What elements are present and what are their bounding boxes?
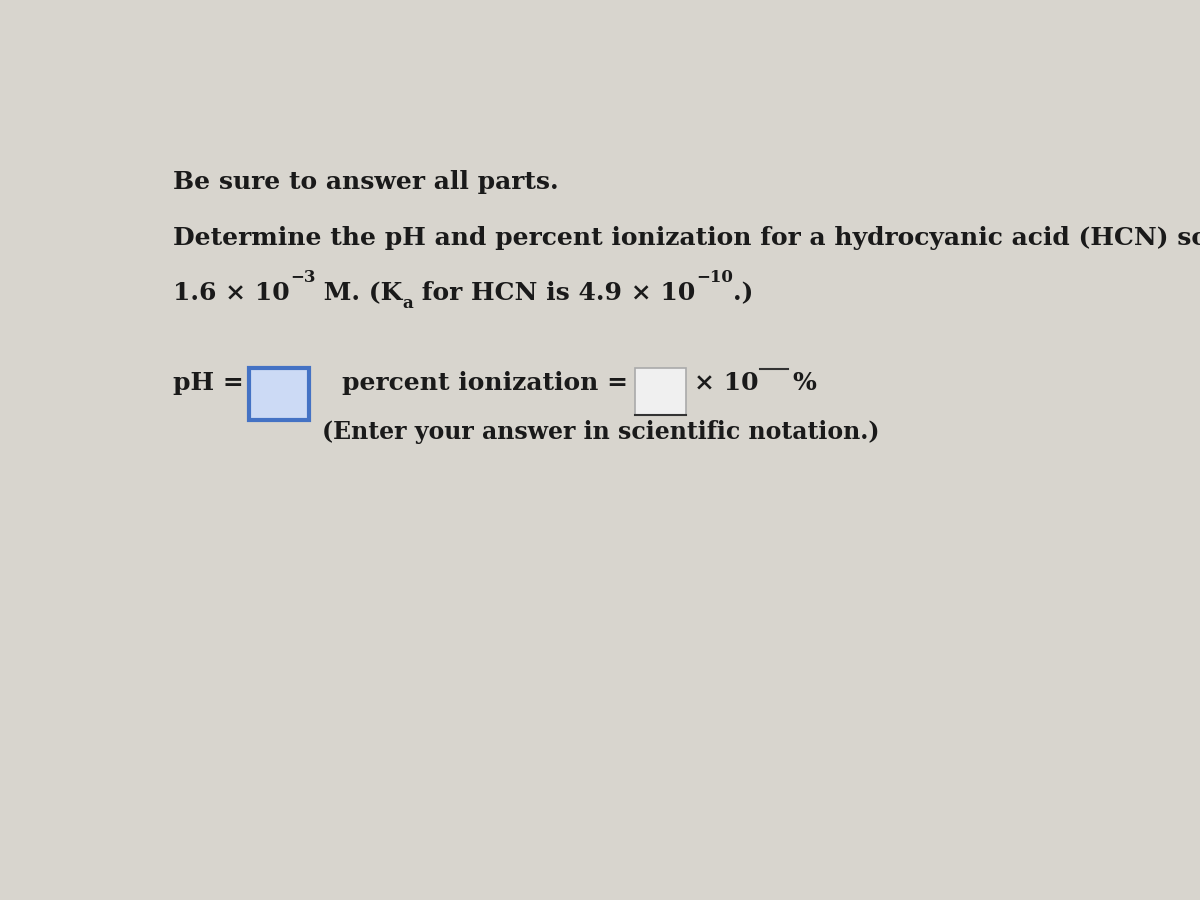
Bar [635, 368, 686, 415]
Text: Determine the pH and percent ionization for a hydrocyanic acid (HCN) solution of: Determine the pH and percent ionization … [173, 226, 1200, 250]
Text: × 10: × 10 [694, 372, 758, 395]
Text: percent ionization =: percent ionization = [342, 372, 628, 395]
Text: .): .) [733, 281, 754, 305]
Text: for HCN is 4.9 × 10: for HCN is 4.9 × 10 [414, 281, 696, 305]
Text: (Enter your answer in scientific notation.): (Enter your answer in scientific notatio… [322, 419, 880, 444]
Text: −10: −10 [696, 269, 733, 286]
Text: M. (K: M. (K [316, 281, 403, 305]
Text: %: % [792, 372, 816, 395]
Text: pH =: pH = [173, 372, 244, 395]
Text: a: a [403, 295, 414, 312]
Bar [248, 368, 310, 419]
Text: 1.6 × 10: 1.6 × 10 [173, 281, 290, 305]
Text: Be sure to answer all parts.: Be sure to answer all parts. [173, 170, 559, 194]
Text: −3: −3 [290, 269, 316, 286]
